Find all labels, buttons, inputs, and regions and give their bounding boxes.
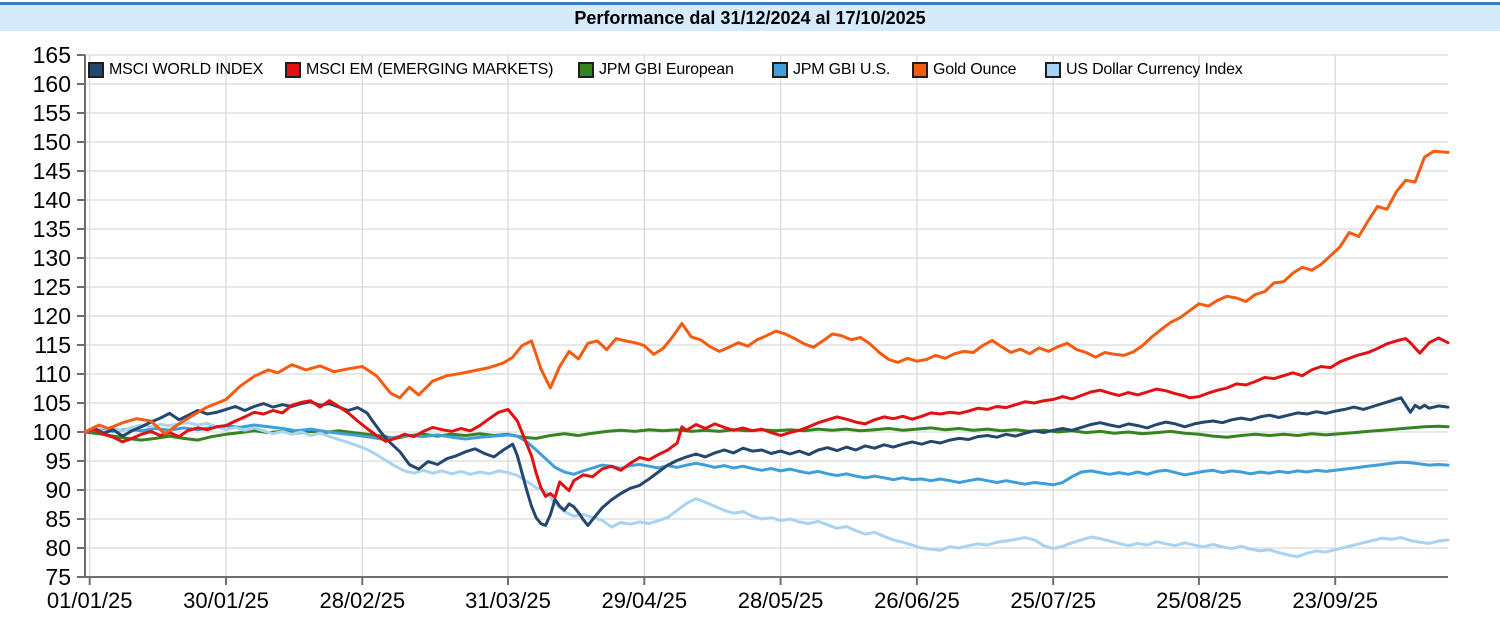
- y-tick-label: 95: [45, 448, 71, 474]
- legend-label: MSCI WORLD INDEX: [109, 61, 264, 78]
- legend-swatch-icon: [578, 62, 594, 78]
- legend-label: US Dollar Currency Index: [1066, 61, 1243, 78]
- legend-label: JPM GBI U.S.: [793, 61, 891, 78]
- x-tick-label: 25/07/25: [1010, 588, 1096, 613]
- y-tick-label: 165: [33, 42, 71, 68]
- y-tick-label: 75: [45, 564, 71, 590]
- y-tick-label: 140: [33, 187, 71, 213]
- x-tick-label: 30/01/25: [183, 588, 269, 613]
- x-tick-label: 23/09/25: [1292, 588, 1378, 613]
- x-tick-label: 28/05/25: [738, 588, 824, 613]
- y-tick-label: 105: [33, 390, 71, 416]
- y-tick-label: 120: [33, 303, 71, 329]
- y-tick-label: 85: [45, 506, 71, 532]
- y-tick-label: 135: [33, 216, 71, 242]
- x-tick-label: 28/02/25: [319, 588, 405, 613]
- x-tick-label: 29/04/25: [601, 588, 687, 613]
- x-tick-label: 26/06/25: [874, 588, 960, 613]
- series-line-msci-world-index: [83, 396, 1450, 527]
- legend-label: MSCI EM (EMERGING MARKETS): [306, 61, 554, 78]
- legend-swatch-icon: [88, 62, 104, 78]
- x-tick-label: 31/03/25: [465, 588, 551, 613]
- y-tick-label: 110: [34, 361, 71, 387]
- x-tick-label: 25/08/25: [1156, 588, 1242, 613]
- y-tick-label: 160: [33, 71, 71, 97]
- y-tick-label: 115: [34, 332, 71, 358]
- legend-item-msci-em-emerging-markets: MSCI EM (EMERGING MARKETS): [285, 61, 553, 79]
- legend-swatch-icon: [285, 62, 301, 78]
- series-line-jpm-gbi-u-s: [83, 423, 1450, 487]
- y-tick-label: 150: [33, 129, 71, 155]
- legend-item-msci-world-index: MSCI WORLD INDEX: [88, 61, 263, 79]
- legend-label: JPM GBI European: [599, 61, 734, 78]
- x-tick-label: 01/01/25: [47, 588, 133, 613]
- legend-item-jpm-gbi-european: JPM GBI European: [578, 61, 734, 79]
- legend-item-gold-ounce: Gold Ounce: [912, 61, 1017, 79]
- title-bar: Performance dal 31/12/2024 al 17/10/2025: [0, 2, 1500, 31]
- legend-item-jpm-gbi-u-s: JPM GBI U.S.: [772, 61, 890, 79]
- legend-label: Gold Ounce: [933, 61, 1017, 78]
- legend-swatch-icon: [1045, 62, 1061, 78]
- y-tick-label: 90: [45, 477, 71, 503]
- series-line-us-dollar-currency-index: [83, 421, 1450, 559]
- chart-title: Performance dal 31/12/2024 al 17/10/2025: [574, 7, 926, 28]
- y-tick-label: 80: [45, 535, 71, 561]
- legend-item-us-dollar-currency-index: US Dollar Currency Index: [1045, 61, 1243, 79]
- y-tick-label: 155: [33, 100, 71, 126]
- legend-swatch-icon: [772, 62, 788, 78]
- chart-legend: MSCI WORLD INDEX MSCI EM (EMERGING MARKET…: [0, 61, 1500, 81]
- y-tick-label: 145: [33, 158, 71, 184]
- y-tick-label: 125: [33, 274, 71, 300]
- legend-swatch-icon: [912, 62, 928, 78]
- y-tick-label: 130: [33, 245, 71, 271]
- series-line-msci-em-emerging-markets: [83, 336, 1450, 499]
- y-tick-label: 100: [33, 419, 71, 445]
- series-line-gold-ounce: [83, 149, 1450, 436]
